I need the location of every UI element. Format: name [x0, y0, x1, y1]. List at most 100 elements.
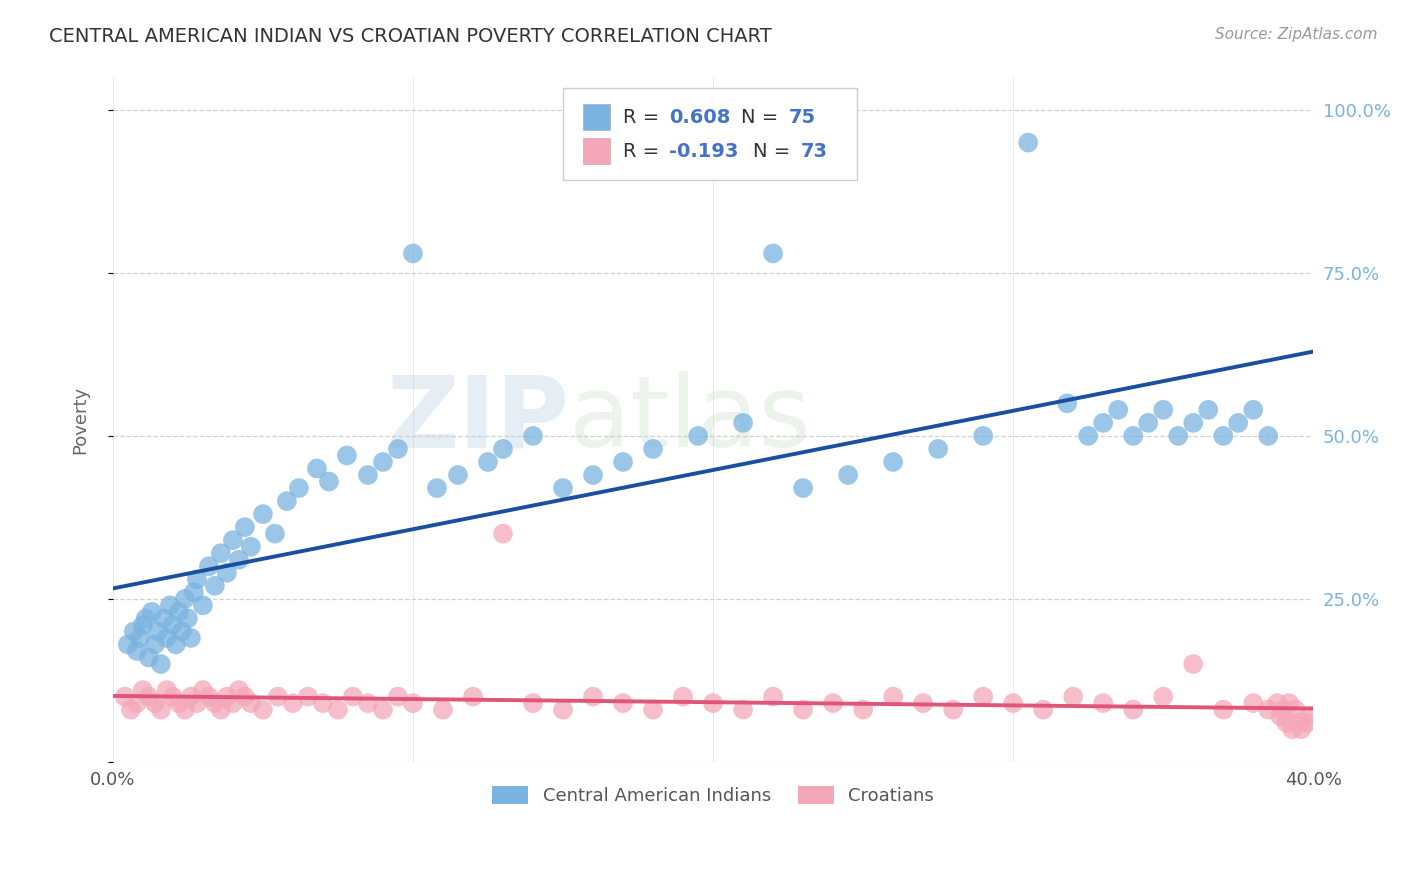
Point — [305, 461, 328, 475]
Point — [318, 475, 340, 489]
Point — [733, 703, 755, 717]
Point — [641, 703, 664, 717]
Point — [426, 481, 449, 495]
FancyBboxPatch shape — [583, 104, 610, 130]
Point — [281, 696, 304, 710]
Point — [209, 703, 232, 717]
Text: 73: 73 — [800, 142, 828, 161]
Point — [461, 690, 484, 704]
Text: 0.608: 0.608 — [669, 108, 730, 127]
Point — [1056, 396, 1078, 410]
Point — [186, 696, 208, 710]
Point — [882, 455, 904, 469]
Point — [215, 690, 238, 704]
Point — [153, 611, 176, 625]
Text: atlas: atlas — [569, 371, 811, 468]
Point — [402, 246, 425, 260]
Text: R =: R = — [623, 108, 665, 127]
Point — [159, 599, 181, 613]
Point — [912, 696, 935, 710]
Point — [686, 429, 709, 443]
Point — [1265, 696, 1288, 710]
Point — [492, 526, 515, 541]
Point — [1122, 703, 1144, 717]
Point — [1241, 402, 1264, 417]
Point — [882, 690, 904, 704]
Point — [1284, 703, 1306, 717]
Point — [204, 579, 226, 593]
Point — [1227, 416, 1250, 430]
Point — [927, 442, 949, 456]
Point — [357, 468, 380, 483]
Text: CENTRAL AMERICAN INDIAN VS CROATIAN POVERTY CORRELATION CHART: CENTRAL AMERICAN INDIAN VS CROATIAN POVE… — [49, 27, 772, 45]
Point — [180, 631, 202, 645]
Point — [942, 703, 965, 717]
Point — [170, 624, 193, 639]
Point — [357, 696, 380, 710]
Point — [198, 690, 221, 704]
Text: 75: 75 — [789, 108, 815, 127]
Point — [228, 553, 250, 567]
Point — [186, 572, 208, 586]
Y-axis label: Poverty: Poverty — [72, 385, 89, 454]
Point — [1296, 715, 1319, 730]
Point — [387, 690, 409, 704]
Point — [138, 650, 160, 665]
Point — [162, 618, 184, 632]
Point — [132, 618, 155, 632]
Point — [117, 637, 139, 651]
Point — [1182, 416, 1205, 430]
Point — [267, 690, 290, 704]
Point — [582, 468, 605, 483]
Point — [371, 703, 394, 717]
Point — [1286, 715, 1309, 730]
Legend: Central American Indians, Croatians: Central American Indians, Croatians — [482, 777, 943, 814]
Point — [672, 690, 695, 704]
Point — [432, 703, 454, 717]
Point — [447, 468, 470, 483]
Point — [792, 481, 814, 495]
Text: N =: N = — [741, 108, 785, 127]
Point — [1241, 696, 1264, 710]
Point — [1299, 709, 1322, 723]
Point — [1152, 402, 1174, 417]
Point — [149, 657, 172, 671]
Point — [1122, 429, 1144, 443]
Point — [326, 703, 349, 717]
Point — [183, 585, 205, 599]
Point — [1291, 722, 1313, 736]
Point — [167, 696, 190, 710]
Point — [122, 624, 145, 639]
Point — [143, 696, 166, 710]
Point — [1270, 709, 1292, 723]
Point — [143, 637, 166, 651]
Text: ZIP: ZIP — [387, 371, 569, 468]
Point — [222, 696, 245, 710]
Point — [1107, 402, 1129, 417]
Point — [252, 507, 274, 521]
Point — [1212, 703, 1234, 717]
Point — [1197, 402, 1219, 417]
Point — [522, 429, 544, 443]
Point — [733, 416, 755, 430]
Point — [492, 442, 515, 456]
Point — [114, 690, 136, 704]
Point — [209, 546, 232, 560]
Point — [1032, 703, 1054, 717]
Point — [167, 605, 190, 619]
Point — [252, 703, 274, 717]
Point — [156, 683, 179, 698]
Point — [762, 246, 785, 260]
Point — [551, 703, 574, 717]
Point — [1182, 657, 1205, 671]
Point — [1278, 696, 1301, 710]
Point — [972, 690, 994, 704]
Point — [1275, 715, 1298, 730]
Point — [135, 611, 157, 625]
Point — [612, 696, 634, 710]
Point — [222, 533, 245, 548]
Point — [1077, 429, 1099, 443]
Point — [173, 703, 195, 717]
Point — [198, 559, 221, 574]
Point — [162, 690, 184, 704]
